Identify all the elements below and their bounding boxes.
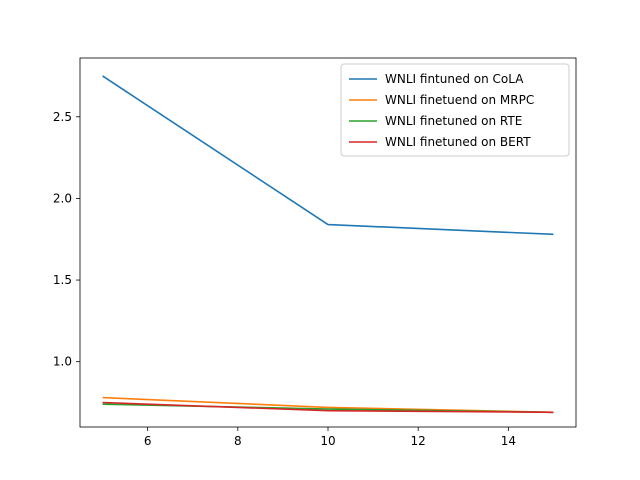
series-line-0 — [102, 75, 554, 236]
legend-label-3: WNLI finetuned on BERT — [385, 135, 531, 149]
y-tick-label: 1.5 — [53, 273, 72, 287]
y-axis-ticks: 1.0 1.5 2.0 2.5 — [53, 110, 80, 369]
legend-label-2: WNLI finetuned on RTE — [385, 114, 522, 128]
x-tick-label: 12 — [411, 434, 426, 448]
legend-label-0: WNLI fintuned on CoLA — [385, 72, 524, 86]
series-line-3 — [102, 401, 554, 414]
legend-label-1: WNLI finetuend on MRPC — [385, 93, 534, 107]
legend: WNLI fintuned on CoLA WNLI finetuend on M… — [340, 63, 570, 157]
x-tick-label: 14 — [501, 434, 516, 448]
x-tick-label: 8 — [234, 434, 242, 448]
x-tick-label: 10 — [320, 434, 335, 448]
x-tick-label: 6 — [144, 434, 152, 448]
x-axis-ticks: 6 8 10 12 14 — [144, 427, 516, 448]
plot-lines — [102, 75, 554, 414]
legend-box — [340, 63, 570, 157]
y-tick-label: 2.5 — [53, 110, 72, 124]
y-tick-label: 2.0 — [53, 191, 72, 205]
y-tick-label: 1.0 — [53, 355, 72, 369]
